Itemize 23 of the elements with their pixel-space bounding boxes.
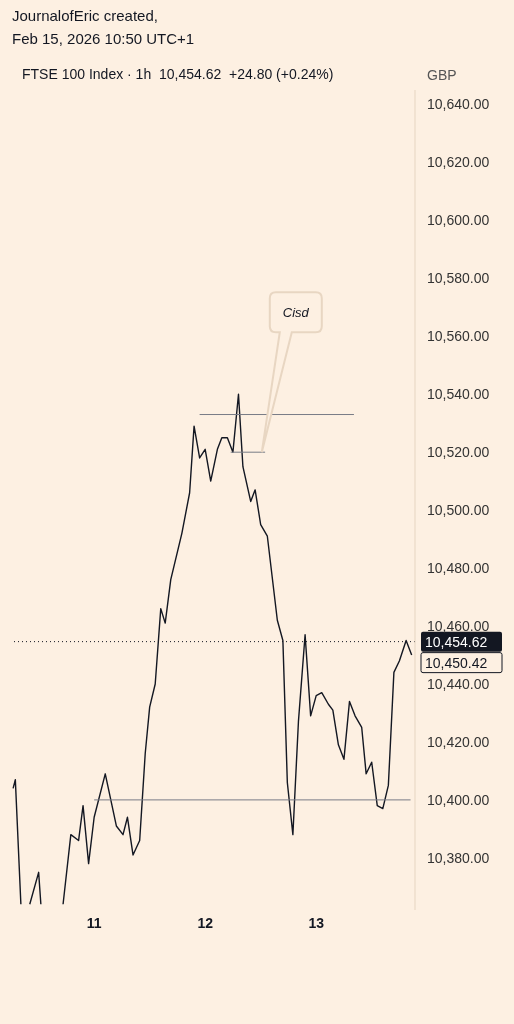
y-tick-label: 10,580.00 — [427, 270, 490, 287]
ref-line-label: 10,454.62 — [425, 633, 488, 650]
y-tick-label: 10,520.00 — [427, 444, 490, 461]
y-tick-label: 10,540.00 — [427, 386, 490, 403]
annotation: Cisd — [282, 305, 310, 321]
y-tick-label: 10,440.00 — [427, 675, 490, 692]
text: 10,450.42 — [425, 654, 488, 671]
y-axis-title: GBP — [427, 67, 457, 83]
chart-subtitle: JournalofEric created, Feb 15, 2026 10:50 UTC+1 — [12, 7, 195, 47]
y-tick-label: 10,420.00 — [427, 733, 490, 750]
y-tick-label: 10,600.00 — [427, 212, 490, 229]
y-tick-label: 10,460.00 — [427, 618, 490, 635]
y-tick-label: 10,380.00 — [427, 849, 490, 866]
y-tick-label: 10,500.00 — [427, 502, 490, 519]
y-tick-label: 10,480.00 — [427, 560, 490, 577]
y-tick-label: 10,620.00 — [427, 154, 490, 171]
y-tick-label: 10,400.00 — [427, 791, 490, 808]
x-tick-label: 13 — [308, 914, 325, 931]
y-tick-label: 10,640.00 — [427, 96, 490, 113]
x-tick-label: 11 — [86, 914, 102, 931]
chart-title: FTSE 100 Index · 1h 10,454.62 +24.80 (+0.24%) — [22, 66, 334, 82]
y-tick-label: 10,560.00 — [427, 328, 490, 345]
x-tick-label: 12 — [197, 914, 214, 931]
